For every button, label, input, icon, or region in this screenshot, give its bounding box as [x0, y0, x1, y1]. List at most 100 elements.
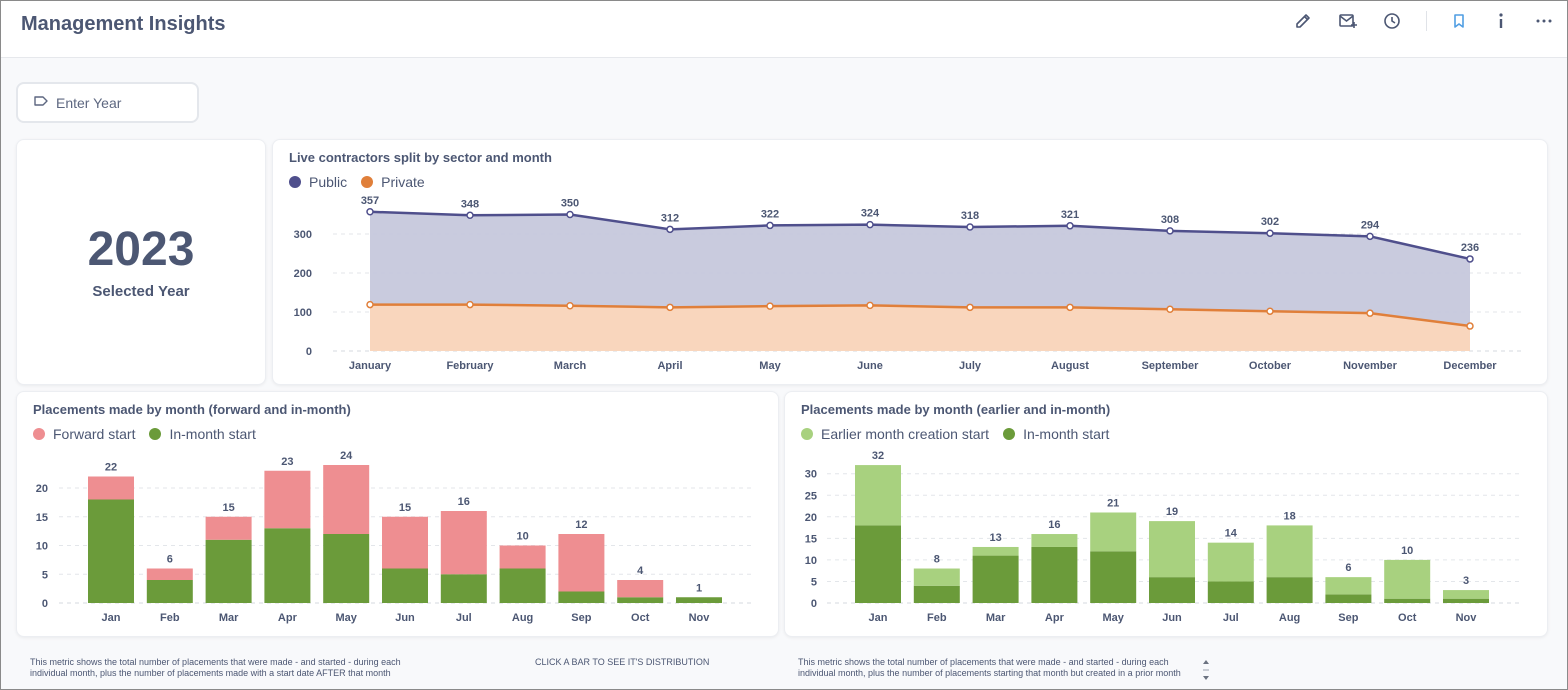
bar-segment-forward — [617, 580, 664, 598]
edit-icon[interactable] — [1290, 9, 1316, 33]
x-tick-label: May — [1102, 612, 1124, 624]
placements-earlier-card: Placements made by month (earlier and in… — [784, 391, 1548, 637]
history-icon[interactable] — [1379, 9, 1405, 33]
placements-forward-chart[interactable]: 0 5 10 15 20 22 Jan 6 Feb 15 Mar 23 Apr 24 May 15 Jun 16 J… — [17, 392, 780, 638]
public-point — [366, 208, 374, 216]
y-tick-label: 0 — [306, 346, 312, 358]
y-tick-label: 15 — [805, 533, 817, 545]
y-tick-label: 20 — [36, 483, 48, 495]
x-tick-label: Mar — [219, 612, 239, 624]
public-data-label: 322 — [761, 208, 779, 220]
y-tick-label: 0 — [811, 598, 817, 610]
legend-label: Earlier month creation start — [821, 426, 990, 442]
x-tick-label: Feb — [160, 612, 180, 624]
public-point — [566, 210, 574, 219]
public-point — [666, 225, 674, 234]
public-point — [766, 221, 774, 230]
x-tick-label: Oct — [631, 612, 650, 624]
bar-segment-in-month — [1443, 598, 1489, 603]
bar-segment-in-month — [972, 555, 1019, 603]
x-tick-label: Apr — [1045, 612, 1065, 624]
legend-dot — [33, 428, 45, 440]
public-data-label: 348 — [461, 198, 479, 210]
legend-item-earlier-creation[interactable]: Earlier month creation start — [801, 426, 989, 442]
bar-total-label: 10 — [1401, 545, 1413, 557]
bar-segment-earlier — [1207, 542, 1254, 582]
bar-segment-forward — [205, 516, 252, 540]
private-point — [1466, 322, 1474, 330]
public-data-label: 294 — [1361, 219, 1380, 231]
public-data-label: 357 — [361, 195, 379, 207]
bar-segment-earlier — [1266, 525, 1313, 578]
y-tick-label: 300 — [294, 229, 312, 241]
x-tick-label: Sep — [1338, 612, 1358, 624]
bar-segment-earlier — [1325, 577, 1372, 595]
private-point — [666, 303, 674, 312]
year-filter[interactable]: Enter Year — [16, 82, 199, 123]
legend-item-in-month-start[interactable]: In-month start — [149, 426, 256, 442]
bar-segment-in-month — [146, 580, 193, 603]
bar-segment-earlier — [972, 546, 1019, 556]
info-icon[interactable] — [1488, 9, 1514, 33]
bar-total-label: 19 — [1166, 506, 1178, 518]
x-tick-label: June — [857, 360, 883, 372]
legend-label: Forward start — [53, 426, 136, 442]
public-point — [966, 223, 974, 231]
bar-segment-earlier — [1384, 559, 1431, 599]
bar-total-label: 32 — [872, 450, 884, 462]
selected-year-card[interactable]: 2023 Selected Year — [16, 139, 266, 385]
legend-item-in-month-start[interactable]: In-month start — [1003, 426, 1109, 442]
y-tick-label: 25 — [805, 490, 817, 502]
bar-total-label: 3 — [1463, 575, 1469, 587]
bar-segment-in-month — [913, 585, 960, 603]
y-tick-label: 0 — [42, 598, 48, 610]
bar-segment-in-month — [382, 568, 428, 603]
bar-total-label: 16 — [1048, 519, 1060, 531]
private-point — [1366, 309, 1374, 317]
bar-segment-forward — [323, 465, 370, 534]
legend-dot — [361, 176, 374, 188]
x-tick-label: Sep — [571, 612, 591, 624]
legend-dot — [1003, 428, 1016, 440]
y-tick-label: 10 — [805, 555, 817, 567]
x-tick-label: May — [759, 360, 781, 372]
public-point — [1166, 227, 1174, 235]
y-tick-label: 200 — [294, 268, 312, 280]
bar-segment-in-month — [558, 591, 605, 603]
dashboard-title: Management Insights — [21, 13, 226, 35]
public-data-label: 312 — [661, 212, 679, 224]
legend-item-public[interactable]: Public — [289, 174, 347, 190]
bar-segment-in-month — [855, 525, 901, 603]
bookmark-icon[interactable] — [1446, 9, 1472, 33]
private-point — [1266, 307, 1274, 315]
public-point — [1066, 222, 1074, 230]
public-data-label: 302 — [1261, 216, 1279, 228]
bar-segment-in-month — [264, 528, 311, 603]
bar-total-label: 10 — [516, 531, 528, 543]
y-tick-label: 5 — [811, 576, 817, 588]
bar-total-label: 21 — [1107, 497, 1119, 509]
x-tick-label: February — [446, 360, 494, 372]
x-tick-label: Jan — [869, 612, 888, 624]
placements-earlier-chart[interactable]: 0 5 10 15 20 25 30 32 Jan 8 Feb 13 Mar 16 Apr 21 May 19 Ju… — [785, 392, 1549, 638]
x-tick-label: Nov — [1456, 612, 1478, 624]
private-point — [1166, 305, 1174, 314]
x-tick-label: August — [1051, 360, 1089, 372]
x-tick-label: March — [554, 360, 587, 372]
scroll-arrows-icon[interactable] — [1201, 658, 1211, 689]
x-tick-label: Nov — [689, 612, 711, 624]
x-tick-label: Jul — [456, 612, 472, 624]
bar-segment-in-month — [1207, 581, 1254, 603]
legend-item-private[interactable]: Private — [361, 174, 425, 190]
bar-segment-in-month — [1266, 577, 1313, 603]
bar-total-label: 8 — [934, 554, 940, 566]
more-icon[interactable] — [1531, 9, 1557, 33]
y-tick-label: 30 — [805, 469, 817, 481]
legend-item-forward-start[interactable]: Forward start — [33, 426, 135, 442]
public-point — [1466, 255, 1474, 263]
bar-segment-forward — [440, 511, 487, 575]
bar-segment-in-month — [440, 574, 487, 603]
note-right: This metric shows the total number of pl… — [798, 657, 1181, 678]
subscription-icon[interactable] — [1335, 9, 1361, 33]
live-contractors-chart[interactable]: 0 100 200 300 357 348 350 312 322 324 318 321 308 302… — [273, 140, 1549, 386]
